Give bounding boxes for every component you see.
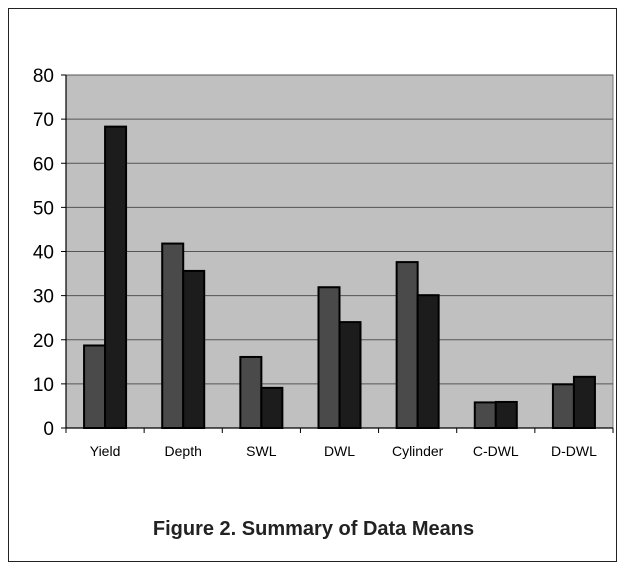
bar-series-2-d-dwl — [572, 375, 596, 430]
y-tick-label: 30 — [33, 287, 54, 308]
bar-series-2-depth — [182, 269, 206, 430]
bar-series-1-swl — [239, 355, 263, 429]
bar-series-1-yield — [83, 344, 107, 429]
y-tick-label: 60 — [33, 154, 54, 175]
y-tick-label: 20 — [33, 331, 54, 352]
bar-series-2-swl — [260, 386, 284, 430]
y-tick-label: 70 — [33, 110, 54, 131]
x-tick-label: D-DWL — [551, 443, 597, 459]
y-tick-label: 80 — [33, 66, 54, 87]
bar-series-2-dwl — [338, 321, 362, 430]
x-tick-label: Cylinder — [392, 443, 444, 459]
y-tick-label: 10 — [33, 375, 54, 396]
bar-series-1-cylinder — [395, 261, 419, 429]
y-tick-label: 40 — [33, 243, 54, 264]
bar-series-2-cylinder — [416, 294, 440, 429]
x-tick-label: Yield — [90, 443, 121, 459]
x-tick-label: Depth — [165, 443, 202, 459]
y-tick-label: 50 — [33, 198, 54, 219]
bar-series-1-c-dwl — [473, 401, 497, 430]
x-tick-label: SWL — [246, 443, 277, 459]
bar-series-1-dwl — [317, 286, 341, 429]
x-tick-label: DWL — [324, 443, 355, 459]
y-tick-label: 0 — [43, 419, 54, 440]
bar-series-2-c-dwl — [494, 400, 518, 429]
bar-series-2-yield — [104, 125, 128, 429]
bar-series-1-depth — [161, 242, 185, 429]
x-tick-label: C-DWL — [473, 443, 519, 459]
figure-caption: Figure 2. Summary of Data Means — [152, 518, 475, 540]
bar-series-1-d-dwl — [551, 383, 575, 430]
